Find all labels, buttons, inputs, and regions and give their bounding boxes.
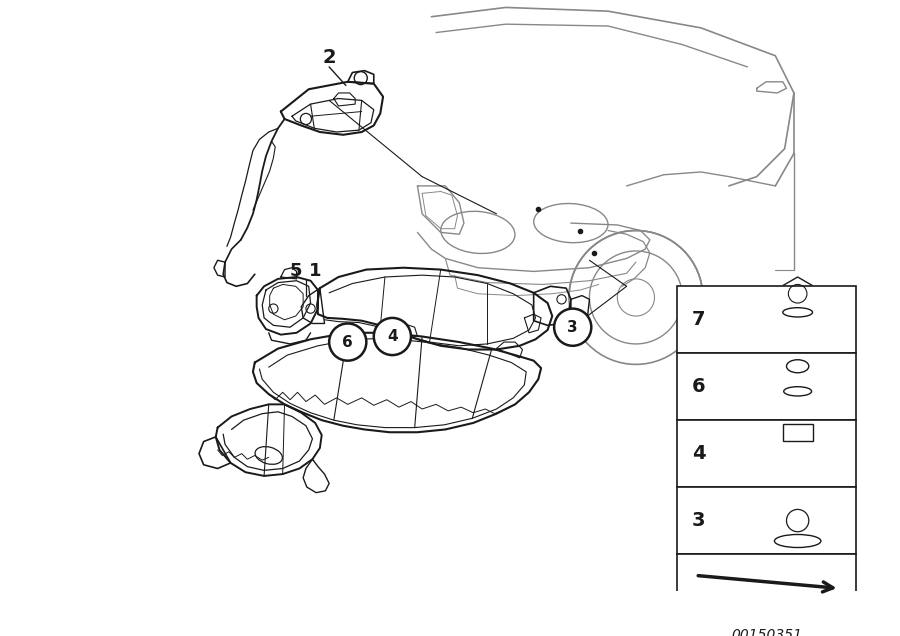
Bar: [783, 424, 813, 441]
Text: 7: 7: [692, 310, 706, 329]
Text: 3: 3: [567, 320, 578, 335]
Bar: [677, 554, 856, 612]
Text: 4: 4: [387, 329, 398, 344]
Text: 5: 5: [290, 263, 302, 280]
Text: 1: 1: [309, 263, 321, 280]
Text: 00150351: 00150351: [731, 628, 802, 636]
Text: 3: 3: [692, 511, 706, 530]
Text: 4: 4: [692, 444, 706, 463]
Text: 6: 6: [342, 335, 353, 350]
Text: 6: 6: [692, 377, 706, 396]
Circle shape: [554, 308, 591, 346]
Circle shape: [374, 318, 411, 355]
Text: 2: 2: [322, 48, 336, 67]
Bar: [677, 420, 856, 487]
Bar: [677, 487, 856, 554]
Bar: [694, 591, 840, 599]
Circle shape: [329, 324, 366, 361]
Bar: [677, 353, 856, 420]
Bar: [677, 286, 856, 353]
